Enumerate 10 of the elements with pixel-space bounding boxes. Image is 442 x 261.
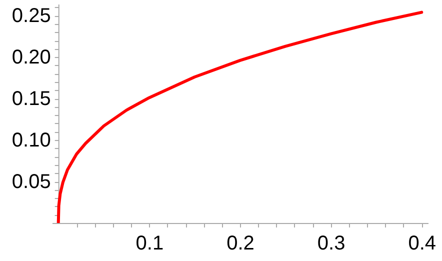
- x-tick-label: 0.1: [136, 232, 164, 254]
- y-tick-label: 0.15: [12, 88, 51, 110]
- x-tick-label: 0.3: [317, 232, 346, 254]
- x-tick-label: 0.4: [408, 232, 436, 254]
- y-tick-label: 0.25: [12, 5, 51, 28]
- y-tick-label: 0.10: [12, 130, 51, 152]
- y-tick-label: 0.20: [12, 46, 51, 69]
- line-series: [56, 10, 424, 223]
- x-tick-label: 0.2: [226, 232, 254, 254]
- y-tick-label: 0.05: [12, 171, 51, 194]
